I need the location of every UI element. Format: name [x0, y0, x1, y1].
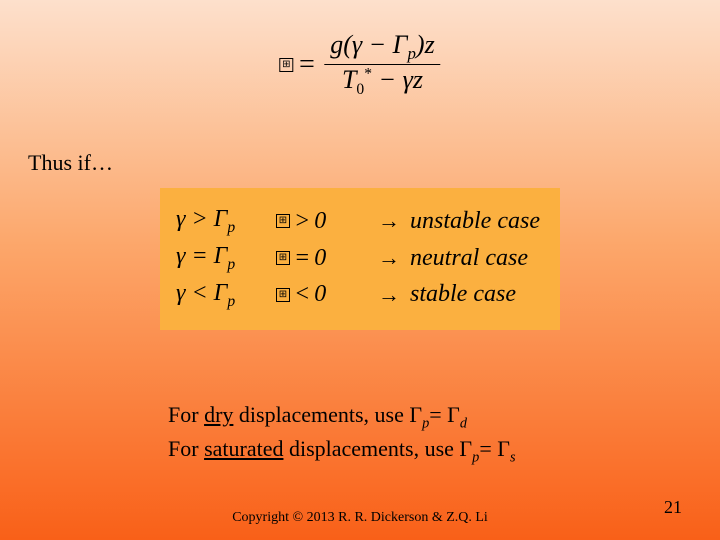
sub-p: p	[227, 292, 235, 309]
sub-s: s	[510, 449, 516, 465]
case-label: stable case	[410, 281, 516, 308]
saturated-line: For saturated displacements, use Γp= Γs	[168, 434, 516, 468]
box-icon: ⊞	[276, 251, 290, 265]
case-row-stable: γ < Γp ⊞ < 0 → stable case	[176, 280, 544, 311]
text: For	[168, 436, 204, 461]
text: = Γ	[479, 436, 510, 461]
gamma: γ	[176, 280, 185, 306]
gamma: γ	[176, 243, 185, 269]
sub-zero: 0	[356, 81, 364, 98]
displacements-text: For dry displacements, use Γp= Γd For sa…	[168, 400, 516, 467]
minus-den: −	[372, 65, 403, 94]
thus-if-text: Thus if…	[28, 150, 113, 176]
op-gt: >	[191, 206, 207, 232]
equation-denominator: T0* − γz	[336, 65, 429, 99]
sub-p: p	[227, 256, 235, 273]
equation-lhs: ⊞ =	[279, 49, 316, 81]
sym-gamma-den: γ	[403, 65, 413, 94]
close-paren: )	[416, 30, 425, 59]
dry-line: For dry displacements, use Γp= Γd	[168, 400, 516, 434]
text: displacements, use Γ	[233, 402, 422, 427]
zero: 0	[314, 208, 326, 235]
Gamma: Γ	[214, 280, 228, 306]
open-paren: (	[343, 30, 352, 59]
copyright-text: Copyright © 2013 R. R. Dickerson & Z.Q. …	[210, 510, 510, 526]
cases-box: γ > Γp ⊞ > 0 → unstable case γ = Γp ⊞ = 0 …	[160, 188, 560, 330]
sub-d: d	[460, 415, 467, 431]
sup-star: *	[364, 66, 372, 83]
sym-z-den: z	[413, 65, 423, 94]
case-row-neutral: γ = Γp ⊞ = 0 → neutral case	[176, 243, 544, 274]
equation-fraction: g(γ − Γp)z T0* − γz	[324, 30, 441, 99]
op-lt: <	[191, 280, 207, 306]
dry-underline: dry	[204, 402, 233, 427]
text: For	[168, 402, 204, 427]
arrow-icon: →	[378, 208, 400, 234]
op-lt2: <	[294, 281, 310, 308]
minus: −	[362, 30, 393, 59]
saturated-underline: saturated	[204, 436, 283, 461]
case-row-unstable: γ > Γp ⊞ > 0 → unstable case	[176, 206, 544, 237]
sym-T: T	[342, 65, 356, 94]
box-icon: ⊞	[276, 288, 290, 302]
zero: 0	[314, 245, 326, 272]
box-icon: ⊞	[276, 214, 290, 228]
text: displacements, use Γ	[283, 436, 472, 461]
sym-z: z	[425, 30, 435, 59]
page-number: 21	[664, 497, 682, 518]
main-equation: ⊞ = g(γ − Γp)z T0* − γz	[279, 30, 440, 99]
sym-Gamma: Γ	[393, 30, 408, 59]
sym-gamma: γ	[352, 30, 362, 59]
equals-sign: =	[297, 49, 316, 81]
arrow-icon: →	[378, 245, 400, 271]
Gamma: Γ	[214, 206, 228, 232]
gamma: γ	[176, 206, 185, 232]
case-label: unstable case	[410, 208, 540, 235]
op-eq: =	[191, 243, 207, 269]
sub-p: p	[227, 219, 235, 236]
sym-g: g	[330, 30, 343, 59]
sub-p: p	[407, 44, 415, 63]
op-eq2: =	[294, 245, 310, 272]
case-label: neutral case	[410, 245, 528, 272]
box-symbol-lhs: ⊞	[279, 58, 293, 72]
zero: 0	[314, 281, 326, 308]
Gamma: Γ	[214, 243, 228, 269]
equation-numerator: g(γ − Γp)z	[324, 30, 441, 64]
op-gt2: >	[294, 208, 310, 235]
arrow-icon: →	[378, 282, 400, 308]
text: = Γ	[429, 402, 460, 427]
